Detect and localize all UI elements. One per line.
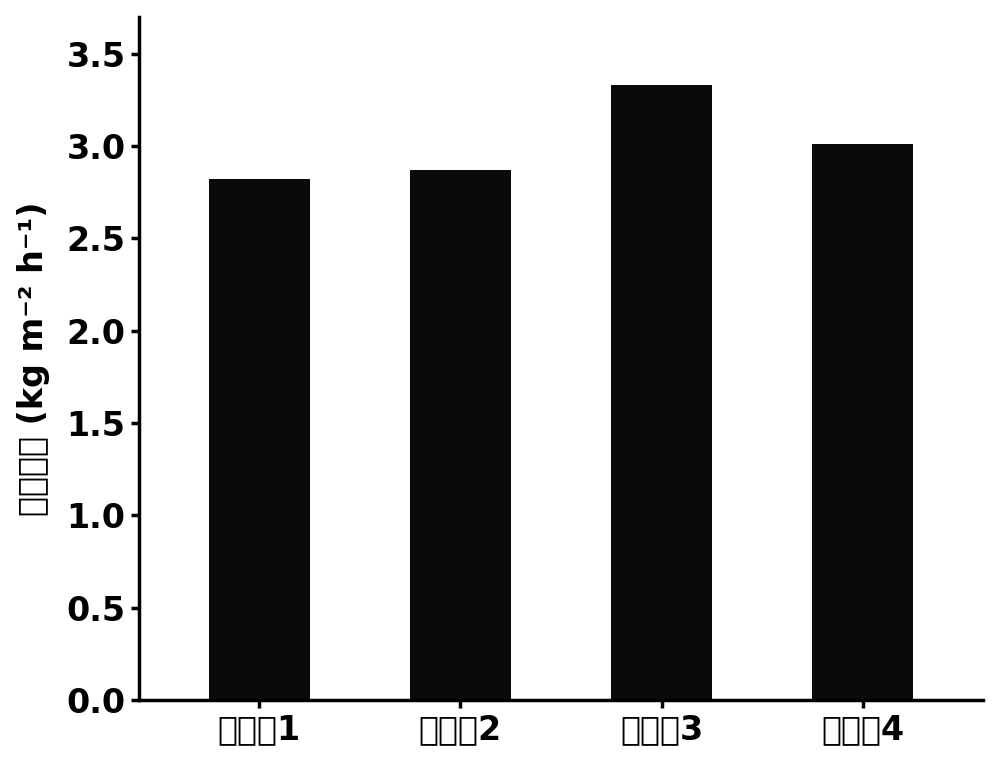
Bar — [611, 85, 712, 700]
Bar — [209, 179, 310, 700]
Y-axis label: 蔣发速率 (kg m⁻² h⁻¹): 蔣发速率 (kg m⁻² h⁻¹) — [17, 201, 50, 516]
Bar — [812, 144, 913, 700]
Bar — [410, 170, 511, 700]
